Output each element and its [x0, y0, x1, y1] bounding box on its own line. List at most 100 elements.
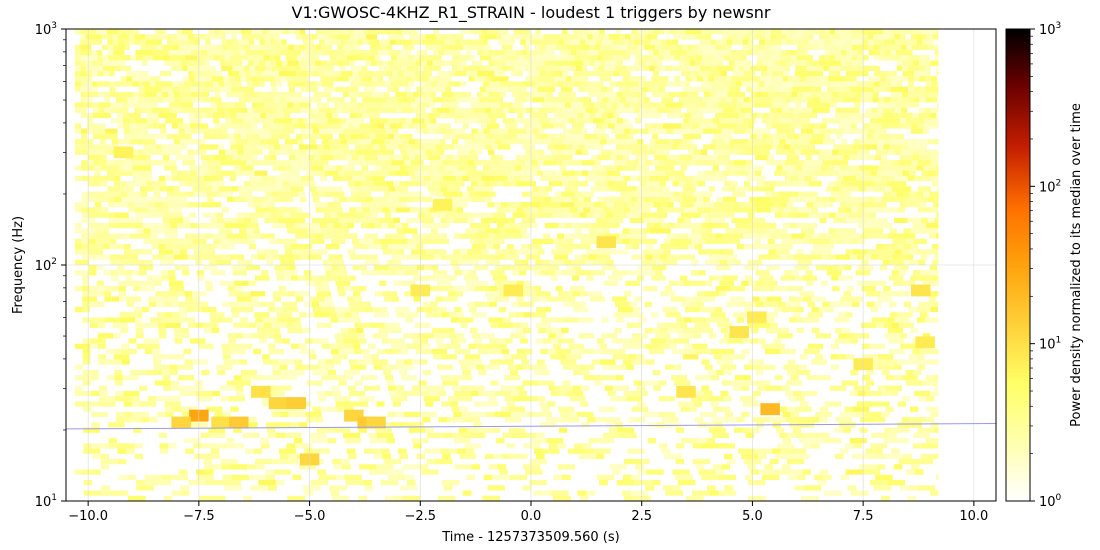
- heatmap-cell: [459, 154, 478, 161]
- heatmap-cell: [649, 186, 657, 192]
- heatmap-cell: [130, 369, 146, 376]
- heatmap-cell: [271, 86, 278, 92]
- heatmap-cell: [274, 97, 281, 103]
- heatmap-cell: [787, 170, 813, 176]
- heatmap-cell: [178, 301, 194, 307]
- heatmap-cell: [908, 307, 916, 313]
- heatmap-cell: [636, 354, 644, 360]
- heatmap-cell: [790, 207, 798, 213]
- heatmap-cell: [294, 322, 302, 328]
- heatmap-cell: [692, 459, 710, 465]
- heatmap-cell: [565, 112, 572, 119]
- heatmap-cell: [317, 102, 329, 108]
- heatmap-cell: [293, 123, 306, 129]
- heatmap-cell: [689, 301, 697, 307]
- heatmap-cell: [152, 348, 161, 355]
- heatmap-cell: [578, 364, 595, 370]
- heatmap-cell: [485, 97, 503, 103]
- heatmap-cell: [788, 396, 797, 402]
- heatmap-cell: [209, 432, 226, 438]
- heatmap-cell: [860, 97, 879, 103]
- heatmap-cell: [529, 438, 547, 444]
- heatmap-cell: [664, 286, 672, 292]
- heatmap-cell: [546, 296, 561, 302]
- heatmap-cell: [244, 343, 253, 349]
- heatmap-cell: [748, 495, 766, 501]
- heatmap-cell: [279, 364, 288, 370]
- heatmap-cell: [103, 71, 109, 77]
- heatmap-cell: [280, 76, 286, 82]
- heatmap-cell: [259, 133, 272, 140]
- heatmap-cell: [769, 417, 786, 423]
- heatmap-cell: [265, 333, 274, 339]
- heatmap-cell: [755, 270, 770, 276]
- heatmap-cell: [474, 133, 487, 140]
- heatmap-cell: [168, 207, 182, 213]
- heatmap-cell: [312, 307, 328, 313]
- heatmap-cell: [815, 411, 832, 417]
- heatmap-cell: [247, 464, 256, 470]
- heatmap-cell: [586, 81, 604, 87]
- heatmap-cell: [713, 133, 726, 140]
- heatmap-cell: [152, 354, 169, 360]
- heatmap-cell: [796, 307, 804, 313]
- heatmap-cell: [783, 364, 800, 370]
- heatmap-cell: [448, 160, 475, 166]
- heatmap-cell: [213, 238, 228, 244]
- heatmap-cell: [659, 86, 666, 92]
- heatmap-cell: [372, 359, 389, 365]
- heatmap-cell: [815, 333, 831, 339]
- heatmap-cell: [372, 333, 381, 339]
- heatmap-cell: [830, 238, 844, 244]
- heatmap-cell: [859, 427, 868, 433]
- heatmap-cell: [774, 375, 783, 381]
- heatmap-cell: [616, 91, 623, 98]
- heatmap-cell: [894, 265, 909, 271]
- heatmap-cell: [553, 154, 573, 161]
- heatmap-cell: [218, 228, 233, 234]
- heatmap-cell: [638, 317, 647, 323]
- heatmap-cell: [94, 207, 102, 213]
- heatmap-cell: [264, 217, 278, 223]
- heatmap-cell: [83, 427, 100, 433]
- heatmap-cell: [628, 312, 644, 318]
- heatmap-cell: [851, 207, 858, 213]
- heatmap-cell: [758, 338, 766, 344]
- heatmap-cell: [673, 191, 687, 197]
- heatmap-cell: [839, 422, 856, 428]
- heatmap-cell: [372, 448, 381, 454]
- heatmap-cell: [530, 55, 547, 61]
- heatmap-cell: [588, 438, 606, 444]
- heatmap-cell: [699, 123, 718, 129]
- heatmap-cell: [794, 71, 818, 77]
- heatmap-cell: [95, 244, 103, 250]
- heatmap-cell: [306, 380, 323, 386]
- heatmap-cell: [688, 233, 709, 239]
- heatmap-cell: [561, 60, 573, 66]
- heatmap-cell: [161, 144, 169, 150]
- heatmap-cell: [519, 270, 527, 276]
- heatmap-cell: [776, 128, 795, 134]
- heatmap-cell: [899, 333, 908, 339]
- heatmap-cell: [152, 112, 159, 119]
- heatmap-cell: [485, 144, 492, 150]
- heatmap-cell: [846, 354, 855, 360]
- heatmap-cell: [622, 144, 629, 150]
- heatmap-cell: [862, 354, 878, 360]
- heatmap-cell: [710, 312, 726, 318]
- heatmap-cell: [406, 133, 413, 140]
- heatmap-cell: [510, 390, 527, 397]
- heatmap-cell: [680, 212, 708, 218]
- heatmap-cell: [857, 390, 874, 397]
- heatmap-cell: [152, 107, 170, 113]
- heatmap-cell: [538, 312, 547, 318]
- heatmap-cell: [122, 375, 139, 381]
- heatmap-cell: [878, 480, 888, 486]
- heatmap-cell: [273, 333, 281, 339]
- heatmap-cell: [248, 280, 256, 286]
- heatmap-cell: [894, 112, 919, 119]
- heatmap-cell: [547, 401, 556, 407]
- heatmap-cell: [837, 191, 844, 197]
- heatmap-cell: [411, 312, 419, 318]
- heatmap-cell: [832, 286, 840, 292]
